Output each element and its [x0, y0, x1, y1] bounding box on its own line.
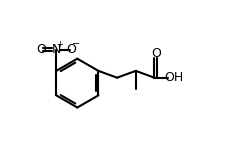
Text: +: +	[57, 40, 63, 49]
Text: −: −	[72, 39, 80, 49]
Text: O: O	[151, 47, 161, 60]
Text: OH: OH	[164, 71, 183, 84]
Text: N: N	[51, 43, 61, 56]
Text: O: O	[36, 43, 46, 56]
Text: O: O	[66, 43, 76, 56]
